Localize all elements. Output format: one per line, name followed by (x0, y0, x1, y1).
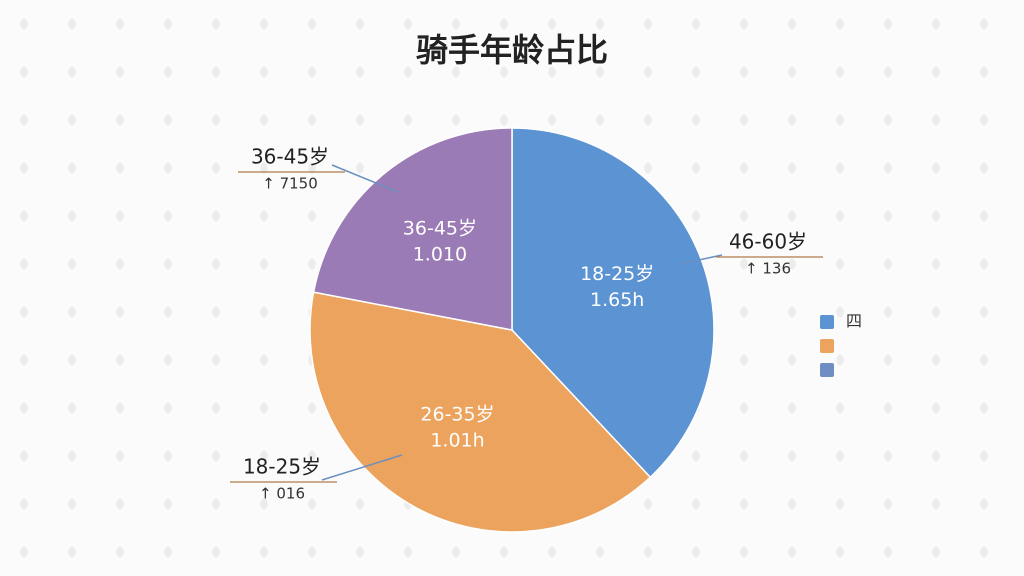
annotation-arrow (679, 254, 723, 265)
slice-category: 36-45岁 (403, 217, 477, 239)
legend-swatch (820, 339, 834, 353)
slice-label: 1.01h (430, 430, 484, 452)
pie-slice (312, 127, 513, 331)
annotation-note: ↑ 016 (259, 485, 305, 503)
slice-category: 18-25岁 (580, 263, 654, 285)
annotation-arrow (321, 454, 403, 481)
chart-title: 骑手年龄占比 (416, 31, 608, 69)
legend-swatch (820, 315, 834, 329)
legend-label: 四 (846, 312, 862, 331)
annotation-label: 46-60岁 (729, 230, 807, 254)
pie-slice (511, 127, 715, 479)
annotation-note: ↑ 7150 (262, 175, 318, 193)
slice-label: 1.010 (413, 243, 467, 265)
annotation-label: 36-45岁 (251, 145, 329, 169)
slice-label: 1.65h (590, 289, 644, 311)
annotation-label: 18-25岁 (243, 455, 321, 479)
pie-slice (309, 291, 652, 533)
legend-swatch (820, 363, 834, 377)
annotation-note: ↑ 136 (745, 260, 791, 278)
annotation-arrow (331, 164, 399, 193)
slice-category: 26-35岁 (420, 404, 494, 426)
